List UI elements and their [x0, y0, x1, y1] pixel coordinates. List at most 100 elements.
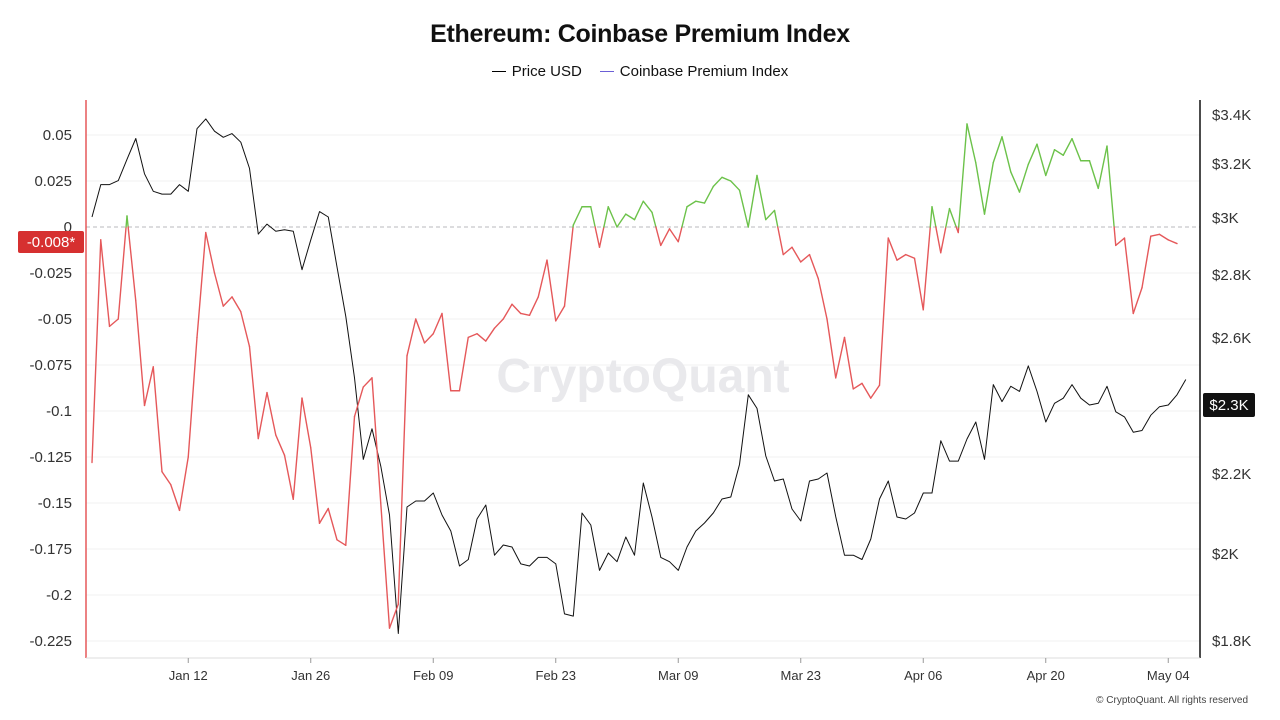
premium-segment-positive	[695, 200, 706, 204]
premium-segment-negative	[301, 397, 312, 449]
right-tick-label: $3.4K	[1212, 107, 1251, 124]
premium-segment-negative	[275, 434, 286, 456]
x-tick-label: Feb 23	[536, 668, 576, 683]
legend-label-premium: Coinbase Premium Index	[619, 63, 789, 80]
premium-segment-negative	[432, 312, 443, 335]
premium-segment-negative	[362, 377, 373, 388]
premium-segment-negative	[310, 447, 321, 524]
premium-segment-negative	[1141, 235, 1152, 289]
premium-segment-negative	[205, 231, 216, 274]
left-axis: 0.05 0.025 0 -0.025 -0.05 -0.075 -0.1 -0.125 -0.…	[29, 100, 87, 658]
premium-segment-negative	[336, 539, 347, 547]
right-tick-label: $2.2K	[1212, 466, 1251, 483]
premium-segment-negative	[791, 246, 802, 263]
premium-segment-positive	[1018, 163, 1029, 193]
premium-segment-positive	[945, 207, 951, 228]
premium-segment-negative	[852, 382, 863, 390]
series-price-usd	[91, 118, 1187, 634]
x-tick-label: Feb 09	[413, 668, 453, 683]
right-tick-label: $3K	[1212, 210, 1239, 227]
premium-segment-negative	[808, 253, 819, 280]
premium-segment-negative	[660, 228, 671, 247]
premium-segment-positive	[738, 189, 749, 228]
premium-segment-negative	[388, 603, 399, 629]
current-price-badge: $2.3K	[1203, 393, 1255, 417]
premium-segment-negative	[406, 318, 417, 357]
premium-segment-positive	[966, 123, 977, 164]
chart-title: Ethereum: Coinbase Premium Index	[430, 20, 850, 48]
premium-segment-negative	[222, 296, 233, 307]
premium-segment-negative	[905, 253, 916, 259]
premium-segment-positive	[929, 206, 933, 228]
premium-segment-positive	[1053, 149, 1064, 156]
premium-segment-positive	[730, 180, 741, 191]
premium-segment-positive	[625, 213, 636, 221]
left-tick-label: -0.125	[29, 449, 72, 466]
premium-segment-negative	[655, 226, 662, 247]
premium-segment-negative	[493, 318, 504, 329]
premium-segment-negative	[476, 333, 487, 342]
premium-segment-positive	[773, 209, 779, 228]
premium-segment-positive	[712, 176, 723, 188]
series-coinbase-premium	[91, 123, 1178, 629]
x-tick-label: Apr 20	[1027, 668, 1065, 683]
legend-item-price[interactable]: Price USD	[491, 63, 582, 80]
premium-segment-positive	[681, 206, 688, 228]
premium-segment-positive	[572, 206, 583, 226]
left-tick-label: -0.075	[29, 357, 72, 374]
premium-segment-negative	[502, 303, 513, 320]
premium-segment-negative	[266, 391, 277, 436]
premium-segment-positive	[975, 161, 986, 215]
premium-segment-negative	[117, 226, 127, 320]
premium-segment-negative	[196, 231, 207, 339]
premium-segment-positive	[983, 161, 994, 215]
legend-label-price: Price USD	[511, 63, 582, 80]
premium-segment-negative	[887, 237, 898, 261]
premium-segment-negative	[240, 310, 251, 348]
left-tick-label: -0.05	[38, 311, 72, 328]
premium-segment-negative	[178, 456, 189, 512]
premium-segment-negative	[511, 303, 522, 315]
right-tick-label: $2.8K	[1212, 267, 1251, 284]
premium-segment-negative	[213, 272, 224, 307]
premium-segment-negative	[861, 382, 872, 399]
premium-segment-negative	[143, 366, 154, 407]
premium-segment-negative	[170, 483, 181, 512]
premium-segment-negative	[327, 507, 338, 541]
premium-segment-negative	[415, 318, 426, 344]
premium-segment-positive	[651, 211, 657, 228]
premium-segment-negative	[826, 318, 837, 379]
premium-segment-positive	[1088, 160, 1099, 190]
x-tick-label: May 04	[1147, 668, 1190, 683]
premium-segment-positive	[1071, 137, 1082, 162]
premium-segment-negative	[940, 226, 947, 254]
premium-segment-negative	[935, 226, 942, 254]
premium-segment-negative	[1115, 237, 1126, 247]
premium-segment-negative	[913, 257, 924, 311]
premium-segment-positive	[607, 206, 618, 228]
left-tick-label: -0.1	[46, 403, 72, 420]
premium-segment-negative	[187, 336, 198, 458]
premium-segment-negative	[292, 397, 303, 501]
premium-segment-negative	[677, 226, 683, 243]
premium-segment-negative	[353, 386, 364, 418]
premium-segment-positive	[992, 136, 1003, 164]
premium-segment-positive	[1062, 137, 1073, 156]
premium-segment-positive	[1027, 143, 1038, 166]
grid-lines	[86, 134, 1200, 642]
premium-segment-negative	[1150, 233, 1161, 237]
premium-segment-positive	[765, 209, 776, 221]
premium-segment-positive	[590, 206, 596, 228]
legend-item-premium[interactable]: Coinbase Premium Index	[599, 63, 789, 80]
premium-segment-positive	[1045, 149, 1056, 177]
legend-swatch-price	[491, 71, 506, 72]
premium-segment-negative	[870, 384, 881, 399]
right-axis: $3.4K $3.2K $3K $2.8K $2.6K $2.2K $2K $1.8K	[1199, 100, 1251, 658]
premium-segment-negative	[257, 391, 268, 440]
premium-segment-negative	[231, 296, 242, 313]
left-tick-label: -0.025	[29, 265, 72, 282]
premium-segment-negative	[528, 296, 539, 317]
premium-segment-positive	[703, 185, 714, 204]
premium-segment-negative	[1158, 233, 1169, 241]
